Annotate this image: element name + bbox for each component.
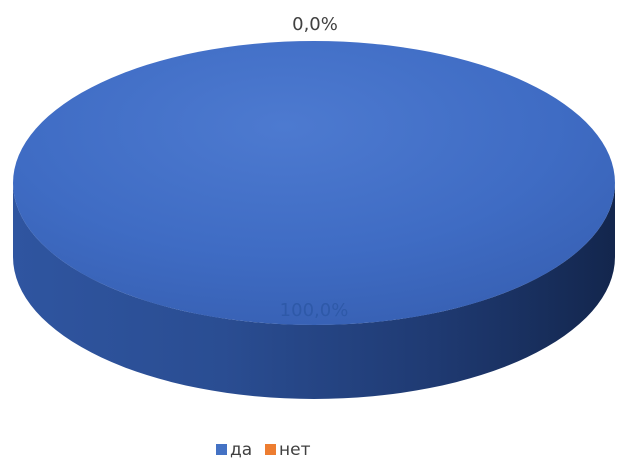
legend-swatch-net xyxy=(265,444,276,455)
legend: да нет xyxy=(216,440,311,460)
legend-label-net: нет xyxy=(279,440,311,460)
legend-label-da: да xyxy=(230,440,252,460)
legend-swatch-da xyxy=(216,444,227,455)
data-label-da: 100,0% xyxy=(280,300,349,321)
data-label-net: 0,0% xyxy=(292,14,338,35)
pie-slices xyxy=(13,41,615,399)
